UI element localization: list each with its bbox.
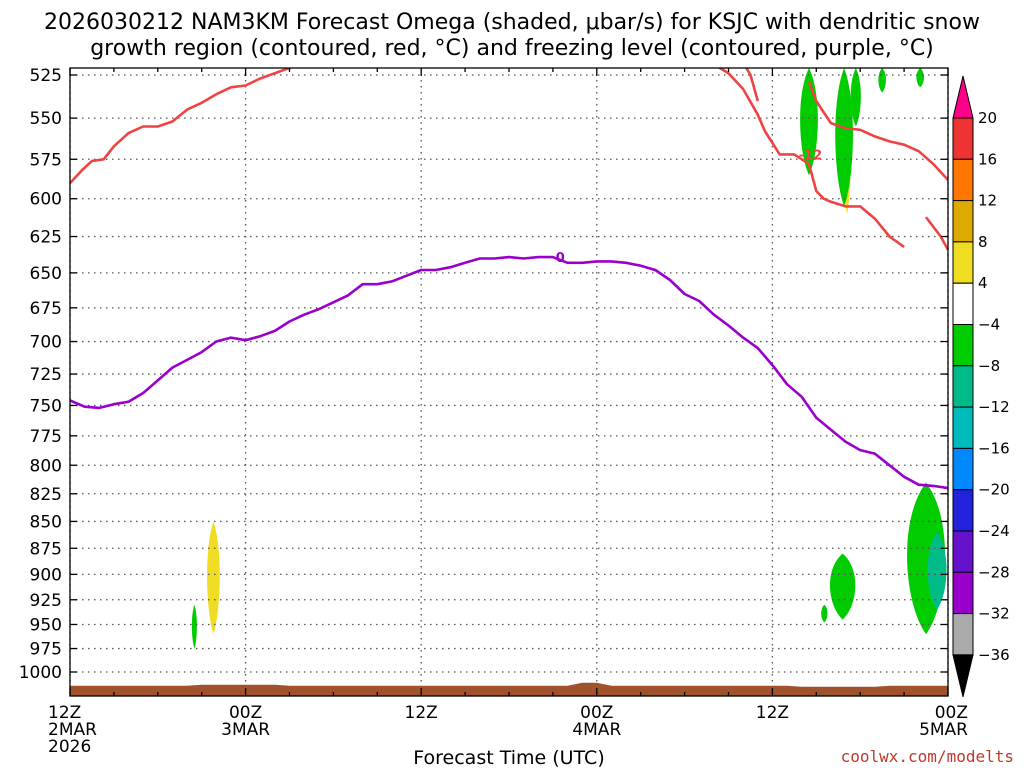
colorbar: 20 16 12 8 4 −4 −8 −12 −16 −20 −24 −28 −32 −36 xyxy=(952,75,1010,698)
y-tick-label: 750 xyxy=(30,396,62,416)
colorbar-band xyxy=(952,365,974,408)
colorbar-label: 4 xyxy=(978,274,988,292)
omega-area xyxy=(835,68,853,207)
colorbar-band xyxy=(952,282,974,326)
omega-area xyxy=(829,553,856,620)
colorbar-band xyxy=(952,489,974,532)
colorbar-band xyxy=(952,324,974,367)
y-tick-label: 700 xyxy=(30,333,62,353)
omega-area xyxy=(878,68,886,93)
colorbar-label: −24 xyxy=(978,522,1010,540)
dgz-line xyxy=(744,68,760,102)
freezing-level-line xyxy=(70,255,948,490)
colorbar-band xyxy=(952,158,974,202)
omega-area xyxy=(850,68,861,127)
colorbar-band xyxy=(952,530,974,573)
y-tick-label: 825 xyxy=(30,485,62,505)
y-tick-label: 625 xyxy=(30,228,62,248)
chart-title-line2: growth region (contoured, red, °C) and f… xyxy=(90,36,934,61)
colorbar-band xyxy=(952,447,974,491)
colorbar-label: −16 xyxy=(978,439,1010,457)
contour-label: -12 xyxy=(799,148,823,163)
x-tick-label: 2026 xyxy=(48,737,91,757)
y-tick-label: 950 xyxy=(30,615,62,635)
x-tick-label: 2MAR xyxy=(48,720,97,740)
colorbar-label: 16 xyxy=(978,150,997,168)
colorbar-band xyxy=(952,241,974,284)
dgz-line xyxy=(70,68,905,248)
y-tick-label: 975 xyxy=(30,640,62,660)
x-tick-label: 3MAR xyxy=(221,720,270,740)
x-axis-label: Forecast Time (UTC) xyxy=(413,747,604,768)
x-tick-label: 12Z xyxy=(405,703,438,723)
omega-area xyxy=(191,604,197,649)
dgz-line xyxy=(807,81,948,181)
colorbar-label: −36 xyxy=(978,646,1010,664)
omega-area xyxy=(927,532,947,610)
omega-area xyxy=(916,68,924,88)
y-tick-label: 800 xyxy=(30,456,62,476)
colorbar-label: −8 xyxy=(978,357,1000,375)
grid-lines xyxy=(69,68,949,696)
y-tick-label: 525 xyxy=(30,66,62,86)
x-tick-label: 00Z xyxy=(229,703,262,723)
y-axis-ticks: 525 550 575 600 625 650 675 700 725 750 775 800 825 8… xyxy=(19,66,62,683)
y-tick-label: 650 xyxy=(30,264,62,284)
x-tick-label: 5MAR xyxy=(919,720,968,740)
y-tick-label: 675 xyxy=(30,299,62,319)
omega-area xyxy=(821,604,828,623)
colorbar-label: −12 xyxy=(978,398,1010,416)
y-tick-label: 600 xyxy=(30,190,62,210)
x-tick-label: 00Z xyxy=(935,703,968,723)
y-tick-label: 925 xyxy=(30,591,62,611)
colorbar-band xyxy=(952,406,974,449)
y-tick-label: 550 xyxy=(30,109,62,129)
y-tick-label: 1000 xyxy=(19,663,62,683)
y-tick-label: 725 xyxy=(30,365,62,385)
omega-area xyxy=(207,521,220,635)
x-tick-label: 12Z xyxy=(756,703,789,723)
dgz-line xyxy=(924,216,948,251)
colorbar-bottom-arrow xyxy=(952,654,974,698)
y-tick-label: 875 xyxy=(30,539,62,559)
y-tick-label: 775 xyxy=(30,427,62,447)
x-tick-label: 4MAR xyxy=(572,720,621,740)
y-tick-label: 900 xyxy=(30,565,62,585)
contour-label: 0 xyxy=(556,251,565,266)
colorbar-band xyxy=(952,117,974,160)
chart-title-line1: 2026030212 NAM3KM Forecast Omega (shaded… xyxy=(44,10,980,35)
colorbar-label: 12 xyxy=(978,192,997,210)
colorbar-label: −32 xyxy=(978,605,1010,623)
colorbar-band xyxy=(952,571,974,615)
colorbar-label: −20 xyxy=(978,481,1010,499)
contour-lines: -12 0 xyxy=(70,68,948,490)
plot-frame xyxy=(69,67,949,697)
credit-link[interactable]: coolwx.com/modelts xyxy=(841,747,1014,766)
colorbar-top-arrow xyxy=(952,75,974,119)
colorbar-label: −4 xyxy=(978,316,1000,334)
colorbar-label: 20 xyxy=(978,109,997,127)
colorbar-band xyxy=(952,613,974,656)
colorbar-label: 8 xyxy=(978,233,988,251)
x-tick-label: 12Z xyxy=(48,703,81,723)
y-tick-label: 850 xyxy=(30,512,62,532)
x-tick-label: 00Z xyxy=(580,703,613,723)
colorbar-label: −28 xyxy=(978,563,1010,581)
colorbar-band xyxy=(952,200,974,243)
y-tick-label: 575 xyxy=(30,150,62,170)
omega-shading xyxy=(191,68,947,649)
